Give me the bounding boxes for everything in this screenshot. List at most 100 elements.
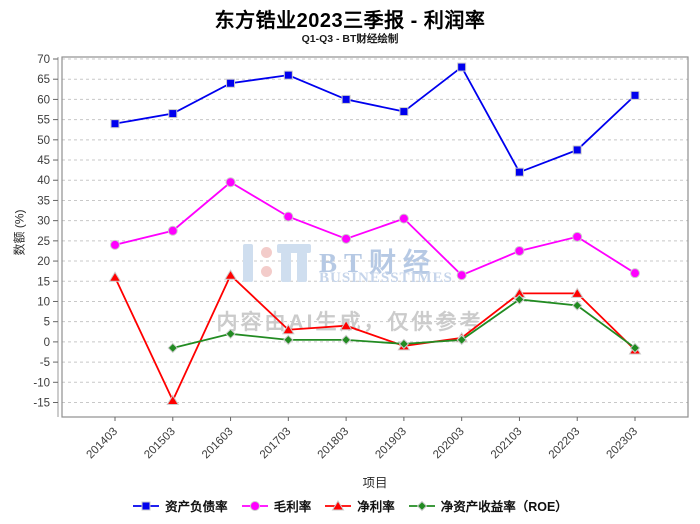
watermark-brand-subtext: BUSINESSTIMES <box>319 270 453 286</box>
x-tick-label: 201603 <box>200 426 236 462</box>
x-tick-label: 201503 <box>142 426 178 462</box>
y-tick-label: 15 <box>37 276 50 288</box>
legend-item: 净资产收益率（ROE） <box>408 496 568 515</box>
circle-marker <box>167 225 178 236</box>
diamond-marker <box>167 342 178 354</box>
legend-label: 净利率 <box>357 500 395 514</box>
series-circle <box>110 177 640 281</box>
y-tick-label: 35 <box>37 195 50 207</box>
square-marker <box>572 145 582 155</box>
x-tick-label: 201703 <box>258 426 294 462</box>
circle-marker <box>110 239 120 250</box>
x-tick-label: 201403 <box>85 426 121 462</box>
square-marker <box>110 119 120 129</box>
legend-marker-icon <box>325 499 352 510</box>
circle-marker <box>572 231 583 242</box>
y-tick-label: 60 <box>37 94 50 106</box>
chart-title: 东方锆业2023三季报 - 利润率 <box>214 10 486 32</box>
series-line <box>114 65 636 174</box>
plot-border <box>61 56 689 418</box>
square-marker <box>399 107 409 117</box>
triangle-marker <box>108 271 122 282</box>
y-tick-label: 40 <box>37 175 50 187</box>
x-tick-label: 202103 <box>489 426 525 462</box>
diamond-marker <box>456 334 467 346</box>
y-tick-label: -5 <box>40 357 50 369</box>
circle-marker <box>225 177 236 188</box>
series-square <box>110 62 640 177</box>
legend-label: 毛利率 <box>273 500 312 514</box>
series-diamond <box>167 294 641 354</box>
square-marker <box>226 78 236 88</box>
square-marker <box>457 62 467 72</box>
triangle-marker <box>166 394 180 405</box>
circle-marker <box>249 500 260 511</box>
series-line <box>114 181 636 277</box>
diamond-marker <box>514 294 525 305</box>
diamond-marker <box>340 334 352 346</box>
watermark-logo-dot-icon <box>261 266 272 277</box>
x-tick-label: 202303 <box>605 426 641 462</box>
chart-subtitle: Q1-Q3 - BT财经绘制 <box>301 33 399 45</box>
triangle-marker <box>397 339 411 351</box>
y-tick-label: 55 <box>37 115 50 127</box>
circle-marker <box>341 233 352 244</box>
x-axis-label: 项目 <box>362 476 388 490</box>
y-tick-label: 20 <box>37 256 50 268</box>
y-tick-label: -15 <box>33 398 50 410</box>
watermark-logo-dot-icon <box>261 247 272 258</box>
y-tick-label: 65 <box>37 74 50 86</box>
legend-label: 净资产收益率（ROE） <box>440 500 568 514</box>
x-tick-label: 201903 <box>373 426 409 462</box>
triangle-marker <box>339 319 353 331</box>
x-tick-label: 201803 <box>316 426 352 462</box>
legend-item: 毛利率 <box>241 496 312 515</box>
legend-item: 净利率 <box>324 496 395 515</box>
y-tick-label: -10 <box>33 377 50 389</box>
circle-marker <box>630 268 640 279</box>
watermark-logo-bar-icon <box>243 244 253 282</box>
series-line <box>114 273 636 403</box>
legend-label: 资产负债率 <box>165 500 228 514</box>
square-marker <box>630 90 640 100</box>
triangle-marker <box>513 287 526 298</box>
diamond-marker <box>629 342 641 354</box>
diamond-marker <box>398 338 410 350</box>
series-line <box>172 298 636 349</box>
triangle-marker <box>455 331 469 343</box>
watermark-brand-text: BT财经 <box>319 248 438 278</box>
x-tick-label: 202003 <box>431 426 467 462</box>
legend-marker-icon <box>408 500 435 511</box>
circle-marker <box>283 211 294 222</box>
y-axis-label: 数额 (%) <box>12 209 27 256</box>
legend-item: 资产负债率 <box>132 496 228 515</box>
circle-marker <box>514 245 525 256</box>
triangle-marker <box>281 323 295 335</box>
square-marker <box>514 167 524 177</box>
diamond-marker <box>572 300 583 311</box>
y-tick-label: 25 <box>37 236 50 248</box>
circle-marker <box>456 270 467 281</box>
triangle-marker <box>628 344 642 355</box>
triangle-marker <box>224 269 237 280</box>
square-marker <box>283 70 293 80</box>
legend-marker-icon <box>241 500 268 511</box>
y-tick-label: 30 <box>37 216 50 228</box>
y-tick-label: 5 <box>44 317 50 329</box>
y-tick-label: 50 <box>37 135 50 147</box>
square-marker <box>341 94 351 104</box>
legend: 资产负债率 毛利率 净利率 净资产收益率（ROE） <box>0 496 700 515</box>
square-marker <box>168 109 178 119</box>
watermark-logo-pi-icon <box>281 252 291 282</box>
diamond-marker <box>283 334 294 346</box>
circle-marker <box>398 213 409 224</box>
diamond-marker <box>225 328 236 340</box>
series-triangle <box>108 269 642 405</box>
diamond-marker <box>416 500 427 511</box>
square-marker <box>141 501 151 510</box>
watermark-disclaimer: 内容由AI生成，仅供参考 <box>216 311 484 334</box>
